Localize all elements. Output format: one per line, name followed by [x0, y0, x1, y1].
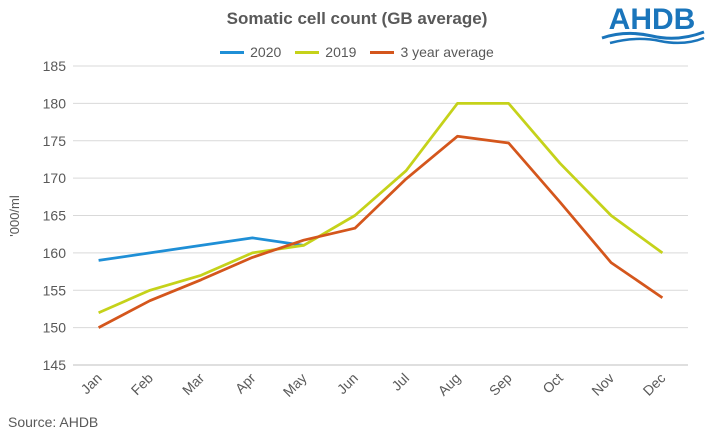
y-tick-label: 160	[43, 245, 67, 261]
legend-swatch-3-year-average	[370, 50, 395, 54]
x-tick-label: Sep	[486, 370, 515, 399]
logo-wave-icon	[601, 30, 705, 40]
source-note: Source: AHDB	[8, 414, 99, 430]
logo-text: AHDB	[609, 3, 696, 36]
y-tick-label: 170	[43, 170, 67, 186]
legend-label-3-year-average: 3 year average	[400, 44, 494, 60]
series-line-2019	[98, 102, 664, 314]
x-axis-ticks: Jan Feb Mar Apr May Jun Jul Aug Sep Oct Nov Dec	[77, 370, 668, 400]
legend-item-3-year-average: 3 year average	[370, 44, 494, 60]
legend-label-2020: 2020	[250, 44, 282, 60]
y-tick-label: 155	[43, 282, 67, 298]
x-tick-label: Jan	[77, 370, 104, 397]
legend: 2020 2019 3 year average	[0, 44, 714, 60]
x-tick-label: Mar	[179, 370, 208, 399]
y-axis-ticks: 145 150 155 160 165 170 175 180 185	[43, 58, 67, 373]
legend-label-2019: 2019	[325, 44, 357, 60]
series-line-2020	[98, 236, 304, 262]
legend-item-2019: 2019	[295, 44, 356, 60]
x-tick-label: Dec	[640, 370, 669, 399]
gridlines	[73, 65, 688, 329]
series-line-3-year-average	[97, 134, 664, 329]
y-tick-label: 150	[43, 320, 67, 336]
logo-wave-icon-2	[609, 36, 705, 45]
series-lines	[97, 102, 664, 329]
ahdb-logo: AHDB	[601, 3, 705, 45]
x-tick-label: Apr	[232, 370, 259, 397]
y-tick-label: 185	[43, 58, 67, 74]
x-tick-label: Jun	[334, 370, 361, 397]
legend-swatch-2019	[295, 50, 320, 54]
y-tick-label: 175	[43, 133, 67, 149]
y-tick-label: 180	[43, 95, 67, 111]
legend-item-2020: 2020	[220, 44, 281, 60]
x-tick-label: May	[280, 370, 310, 400]
x-tick-label: Aug	[435, 370, 464, 399]
y-tick-label: 145	[43, 357, 67, 373]
x-tick-label: Jul	[388, 370, 412, 394]
x-tick-label: Feb	[128, 370, 157, 399]
chart-title: Somatic cell count (GB average)	[226, 9, 488, 28]
legend-swatch-2020	[220, 50, 245, 54]
y-axis-label: '000/ml	[7, 195, 22, 237]
y-tick-label: 165	[43, 208, 67, 224]
x-tick-label: Oct	[539, 370, 566, 397]
x-tick-label: Nov	[588, 370, 617, 399]
